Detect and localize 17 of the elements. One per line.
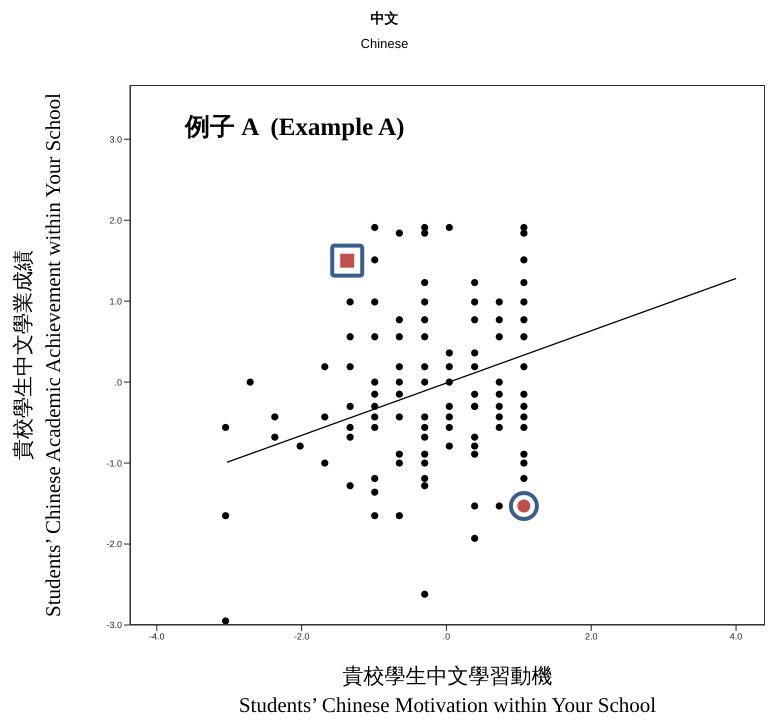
y-tick-label: -1.0 [106, 458, 122, 468]
x-tick-label: 2.0 [584, 631, 598, 642]
y-tick-label: .0 [114, 377, 122, 388]
x-axis-title: 貴校學生中文學習動機 Students’ Chinese Motivation within Your School [238, 663, 658, 719]
y-tick-label: 3.0 [109, 134, 122, 144]
y-tick-label: -3.0 [106, 620, 122, 630]
y-tick-label: 2.0 [109, 215, 122, 226]
x-tick-label: .0 [442, 631, 450, 642]
x-tick-label: -2.0 [294, 631, 310, 642]
y-axis-title: 貴校學生中文學業成績 Students’ Chinese Academic Achievement within Your School [10, 92, 66, 619]
chart-title: 中文 [370, 10, 400, 28]
y-tick-label: -2.0 [106, 539, 122, 550]
x-tick-label: -4.0 [149, 631, 165, 642]
annotation: 例子 A (Example A) [185, 113, 404, 143]
chart-subtitle: Chinese [360, 36, 410, 51]
x-tick-label: 4.0 [730, 631, 742, 642]
y-tick-label: 1.0 [109, 296, 122, 306]
